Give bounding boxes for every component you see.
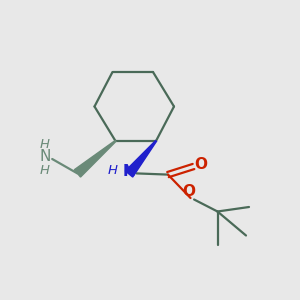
Polygon shape bbox=[125, 141, 157, 177]
Text: O: O bbox=[194, 157, 208, 172]
Polygon shape bbox=[74, 140, 116, 177]
Text: H: H bbox=[107, 164, 118, 178]
Text: H: H bbox=[40, 164, 50, 177]
Text: H: H bbox=[40, 137, 50, 151]
Text: N: N bbox=[39, 149, 51, 164]
Text: N: N bbox=[123, 164, 135, 178]
Text: O: O bbox=[182, 184, 196, 199]
